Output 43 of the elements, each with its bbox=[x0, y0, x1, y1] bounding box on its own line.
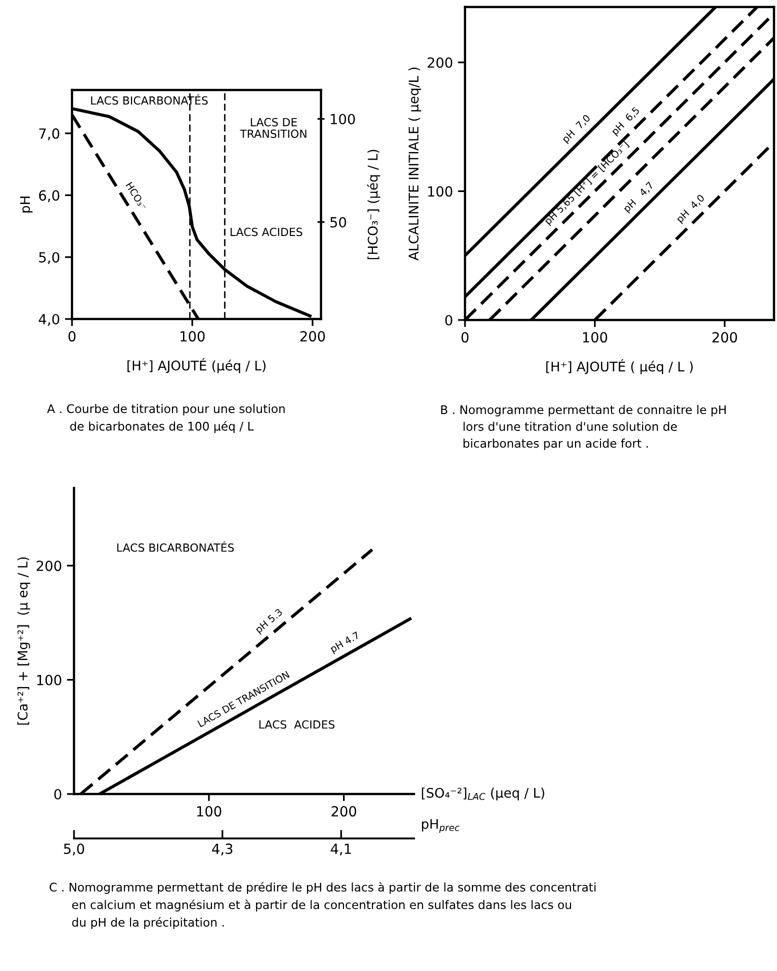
y-tick-label: 200 bbox=[428, 57, 452, 68]
y2-axis-title: [HCO₃⁻] (µéq / L) bbox=[366, 150, 380, 260]
x-tick-label: 200 bbox=[300, 331, 325, 342]
y-tick-label: 200 bbox=[36, 560, 62, 572]
x-tick-label: 0 bbox=[68, 331, 76, 342]
x-tick-label: 100 bbox=[180, 331, 205, 342]
annotation: pH 4,7 bbox=[622, 181, 656, 214]
y-tick-label: 0 bbox=[445, 314, 452, 326]
annotation: LACS BICARBONATÉS bbox=[117, 541, 234, 552]
text: C . Nomogramme permettant de prédire le pH des lacs à partir de la somme des concentrati en calcium et magnésium et à partir de la concentration en sulfates dans les lacs ou du pH de la précipitation . bbox=[50, 882, 596, 930]
annotation: pH 7,0 bbox=[562, 114, 592, 144]
x-tick-label: 0 bbox=[461, 332, 468, 343]
x-axis-title: [H⁺] AJOUTÉ ( µéq / L ) bbox=[546, 359, 693, 374]
annotation: pH 6,5 bbox=[610, 106, 642, 137]
y-tick-label: 0 bbox=[54, 788, 62, 800]
y-tick-label: 7,0 bbox=[39, 128, 60, 140]
annotation: pH 4.7 bbox=[330, 631, 361, 654]
y-tick-label: 6,0 bbox=[39, 190, 60, 202]
text: pH$_{prec}$ bbox=[422, 819, 460, 833]
annotation: LACS BICARBONATÉS bbox=[91, 94, 208, 105]
y2-tick-label: 50 bbox=[330, 217, 346, 228]
y-tick-label: 5,0 bbox=[39, 252, 60, 264]
annotation: pH 5.3 bbox=[254, 608, 284, 635]
text: B . Nomogramme permettant de connaitre le pH lors d'une titration d'une solution de bicarbonates par un acide fort . bbox=[441, 405, 726, 450]
y2-tick-label: 100 bbox=[330, 114, 355, 124]
text: 4,1 bbox=[330, 844, 351, 856]
annotation: LACS DE TRANSITION bbox=[240, 118, 306, 138]
y-tick-label: 100 bbox=[428, 186, 452, 197]
x-axis-title: [H⁺] AJOUTÉ (µéq / L) bbox=[127, 358, 266, 374]
y-tick-label: 100 bbox=[37, 674, 62, 686]
y-axis-title: pH bbox=[20, 196, 33, 212]
x-tick-label: 100 bbox=[583, 332, 608, 343]
x-tick-label: 200 bbox=[712, 332, 737, 343]
text: A . Courbe de titration pour une solution de bicarbonates de 100 µéq / L bbox=[47, 404, 285, 433]
y-axis-title: [Ca⁺²] + [Mg⁺²] (µ eq / L) bbox=[17, 557, 30, 725]
x-axis-title: [SO₄⁻²]$_{LAC}$ (µeq / L) bbox=[422, 788, 544, 800]
annotation: LACS ACIDES bbox=[259, 720, 334, 729]
text: 4,3 bbox=[212, 844, 232, 856]
text: 5,0 bbox=[64, 844, 84, 856]
y-axis-title: ALCALINITE INITIALE ( µeq/L ) bbox=[408, 68, 422, 260]
y-tick-label: 4,0 bbox=[38, 314, 60, 326]
annotation: pH 4,0 bbox=[676, 194, 706, 224]
annotation: LACS ACIDES bbox=[230, 228, 302, 236]
